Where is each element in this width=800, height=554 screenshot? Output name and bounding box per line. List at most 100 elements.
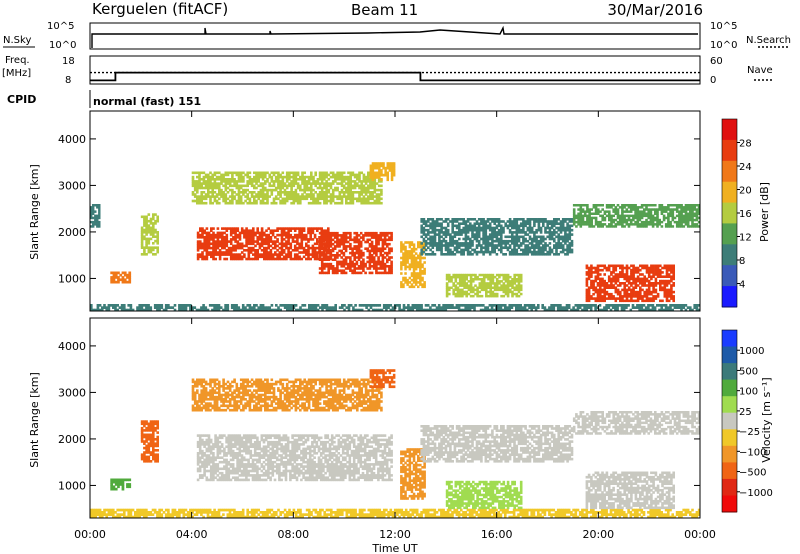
data-cell bbox=[680, 223, 683, 226]
data-cell bbox=[482, 228, 485, 232]
data-cell bbox=[257, 171, 260, 175]
data-cell bbox=[433, 233, 437, 236]
data-cell bbox=[232, 257, 235, 261]
data-cell bbox=[555, 235, 558, 239]
data-cell bbox=[320, 244, 323, 248]
data-cell bbox=[607, 306, 611, 309]
data-cell bbox=[372, 234, 376, 237]
data-cell bbox=[502, 273, 506, 277]
data-cell bbox=[214, 240, 217, 243]
data-cell bbox=[236, 240, 240, 243]
data-cell bbox=[204, 193, 208, 196]
data-cell bbox=[264, 306, 267, 309]
data-cell bbox=[508, 250, 512, 254]
data-cell bbox=[645, 277, 649, 281]
data-cell bbox=[323, 256, 326, 259]
data-cell bbox=[359, 271, 363, 275]
data-cell bbox=[396, 304, 399, 307]
data-cell bbox=[331, 180, 335, 183]
data-cell bbox=[374, 304, 377, 307]
data-cell bbox=[671, 216, 675, 220]
data-cell bbox=[412, 272, 416, 275]
data-cell bbox=[478, 294, 482, 298]
data-cell bbox=[269, 251, 273, 254]
data-cell bbox=[427, 237, 430, 241]
data-cell bbox=[370, 242, 374, 246]
data-cell bbox=[325, 191, 328, 194]
data-cell bbox=[601, 295, 604, 298]
data-cell bbox=[451, 226, 454, 230]
data-cell bbox=[515, 235, 519, 239]
data-cell bbox=[291, 257, 295, 261]
data-cell bbox=[623, 220, 626, 224]
data-cell bbox=[400, 267, 403, 271]
data-cell bbox=[667, 208, 670, 211]
data-cell bbox=[342, 240, 346, 244]
data-cell bbox=[191, 178, 195, 181]
data-cell bbox=[307, 257, 310, 261]
data-cell bbox=[599, 214, 602, 218]
data-cell bbox=[577, 204, 580, 207]
data-cell bbox=[627, 288, 631, 292]
data-cell bbox=[249, 240, 253, 243]
data-cell bbox=[285, 186, 289, 190]
data-cell bbox=[323, 197, 326, 201]
data-cell bbox=[316, 199, 320, 203]
scatter-region bbox=[191, 171, 383, 205]
data-cell bbox=[630, 275, 633, 278]
data-cell bbox=[356, 184, 359, 188]
data-cell bbox=[412, 247, 416, 251]
data-cell bbox=[528, 242, 532, 245]
data-cell bbox=[623, 286, 626, 289]
data-cell bbox=[279, 304, 282, 307]
data-cell bbox=[239, 186, 243, 190]
data-cell bbox=[407, 308, 410, 312]
data-cell bbox=[355, 231, 359, 235]
data-cell bbox=[272, 188, 276, 192]
data-cell bbox=[614, 218, 618, 222]
data-cell bbox=[557, 228, 560, 232]
data-cell bbox=[641, 264, 644, 268]
data-cell bbox=[474, 273, 477, 277]
data-cell bbox=[149, 219, 153, 223]
data-cell bbox=[200, 197, 203, 201]
data-cell bbox=[564, 239, 567, 243]
data-cell bbox=[542, 246, 545, 249]
data-cell bbox=[381, 271, 385, 275]
data-cell bbox=[484, 224, 488, 228]
data-cell bbox=[280, 233, 284, 237]
data-cell bbox=[256, 253, 259, 256]
data-cell bbox=[359, 265, 363, 268]
data-cell bbox=[308, 306, 311, 309]
data-cell bbox=[316, 180, 320, 183]
data-cell bbox=[368, 262, 372, 266]
data-cell bbox=[588, 223, 591, 226]
data-cell bbox=[384, 171, 387, 175]
data-cell bbox=[643, 299, 646, 303]
data-cell bbox=[578, 304, 582, 307]
data-cell bbox=[180, 306, 183, 309]
data-cell bbox=[336, 262, 339, 266]
data-cell bbox=[126, 280, 129, 284]
data-cell bbox=[498, 273, 501, 277]
data-cell bbox=[570, 250, 574, 254]
freq-panel-frame bbox=[89, 55, 701, 85]
data-cell bbox=[313, 251, 317, 254]
data-cell bbox=[537, 226, 541, 230]
data-cell bbox=[318, 240, 322, 244]
data-cell bbox=[535, 242, 538, 245]
data-cell bbox=[647, 297, 651, 300]
data-cell bbox=[193, 195, 197, 198]
data-cell bbox=[367, 195, 370, 198]
data-cell bbox=[274, 175, 278, 179]
data-cell bbox=[588, 214, 591, 218]
data-cell bbox=[488, 228, 492, 232]
data-cell bbox=[528, 250, 532, 254]
data-cell bbox=[438, 235, 441, 239]
data-cell bbox=[249, 231, 253, 235]
data-cell bbox=[314, 182, 317, 185]
data-cell bbox=[477, 228, 481, 232]
data-cell bbox=[467, 280, 471, 283]
data-cell bbox=[693, 206, 696, 209]
data-cell bbox=[423, 283, 426, 286]
